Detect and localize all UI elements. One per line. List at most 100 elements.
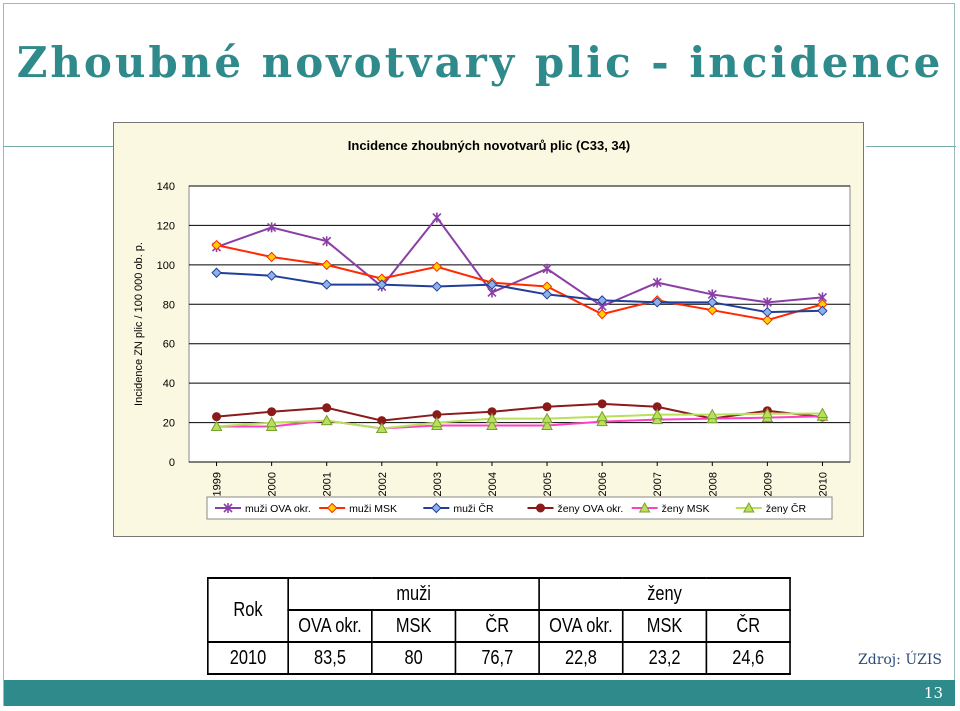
slide-title: Zhoubné novotvary plic - incidence bbox=[16, 38, 944, 87]
plot-area bbox=[188, 185, 851, 463]
y-tick-label: 40 bbox=[163, 378, 175, 390]
y-tick-label: 0 bbox=[169, 457, 175, 469]
data-point bbox=[542, 263, 552, 274]
data-point bbox=[542, 402, 552, 412]
data-point bbox=[706, 408, 719, 420]
source-note: Zdroj: ÚZIS bbox=[858, 652, 942, 668]
legend-marker bbox=[326, 502, 338, 514]
table-subheader: ČR bbox=[705, 609, 791, 643]
data-point bbox=[432, 212, 442, 223]
table-subheader: ČR bbox=[454, 609, 540, 643]
data-point bbox=[541, 289, 553, 300]
data-point bbox=[376, 279, 387, 290]
x-tick-label: 2002 bbox=[377, 472, 389, 496]
data-point bbox=[375, 422, 388, 433]
x-tick-label: 2007 bbox=[652, 472, 664, 496]
data-point bbox=[761, 407, 774, 419]
table-subheader: MSK bbox=[621, 609, 708, 643]
legend-entry: muži OVA okr. bbox=[245, 503, 311, 515]
table-header-muzi: muži bbox=[287, 577, 540, 611]
x-tick-label: 2010 bbox=[817, 472, 829, 496]
data-point bbox=[322, 236, 332, 247]
data-point bbox=[817, 305, 828, 316]
legend-marker bbox=[742, 501, 755, 513]
x-tick-label: 2005 bbox=[542, 472, 554, 496]
data-point bbox=[596, 295, 608, 306]
x-tick-label: 1999 bbox=[212, 472, 224, 496]
x-tick-label: 2000 bbox=[267, 472, 279, 496]
legend-entry: ženy ČR bbox=[766, 502, 807, 515]
series-line bbox=[216, 215, 823, 308]
page-number: 13 bbox=[923, 684, 943, 702]
data-point bbox=[267, 222, 277, 233]
legend-entry: ženy MSK bbox=[662, 503, 710, 515]
data-point bbox=[321, 279, 332, 290]
data-point bbox=[541, 419, 553, 431]
table-subheader: MSK bbox=[371, 609, 457, 643]
data-point bbox=[652, 297, 663, 308]
y-tick-label: 120 bbox=[157, 220, 175, 232]
data-point bbox=[652, 277, 662, 288]
legend-marker bbox=[431, 502, 442, 514]
data-point bbox=[265, 416, 278, 428]
y-tick-label: 140 bbox=[157, 181, 175, 193]
line-chart: Incidence zhoubných novotvarů plic (C33,… bbox=[133, 138, 851, 520]
y-axis-label: Incidence ZN plic / 100 000 ob. p. bbox=[133, 242, 145, 406]
data-point bbox=[266, 270, 277, 281]
data-point bbox=[762, 306, 773, 318]
table-cell-year: 2010 bbox=[207, 641, 289, 675]
series-line bbox=[216, 244, 823, 322]
legend-marker bbox=[536, 503, 545, 513]
data-point bbox=[210, 420, 223, 432]
data-point bbox=[211, 239, 222, 251]
legend-entry: muži ČR bbox=[453, 502, 494, 515]
x-tick-label: 2001 bbox=[322, 472, 334, 496]
data-point bbox=[322, 403, 332, 413]
legend-marker bbox=[638, 501, 651, 513]
x-tick-label: 2009 bbox=[762, 472, 774, 496]
data-point bbox=[431, 416, 443, 428]
table-subheader: OVA okr. bbox=[287, 609, 373, 643]
table-cell: 83,5 bbox=[287, 641, 373, 675]
data-point bbox=[431, 261, 443, 273]
data-point bbox=[212, 412, 222, 422]
legend-entry: ženy OVA okr. bbox=[558, 503, 624, 515]
data-point bbox=[211, 267, 222, 278]
data-point bbox=[267, 407, 277, 417]
table-header-rok: Rok bbox=[207, 577, 289, 643]
x-tick-label: 2006 bbox=[597, 472, 609, 496]
data-point bbox=[486, 419, 498, 431]
data-point bbox=[541, 412, 553, 424]
data-point bbox=[816, 407, 829, 419]
y-tick-label: 60 bbox=[163, 339, 175, 351]
table-row: 2010 83,5 80 76,7 22,8 23,2 24,6 bbox=[207, 641, 791, 675]
table-cell: 22,8 bbox=[538, 641, 624, 675]
x-tick-label: 2003 bbox=[432, 472, 444, 496]
y-tick-label: 80 bbox=[163, 299, 175, 311]
data-point bbox=[596, 410, 608, 422]
data-point bbox=[266, 251, 277, 263]
title-divider-left bbox=[3, 146, 113, 147]
data-point bbox=[486, 279, 498, 290]
table-header-zeny: ženy bbox=[538, 577, 791, 611]
table-subheader: OVA okr. bbox=[538, 609, 624, 643]
data-point bbox=[321, 259, 332, 271]
x-tick-label: 2004 bbox=[487, 472, 499, 496]
legend-entry: muži MSK bbox=[349, 503, 397, 515]
legend-marker bbox=[223, 503, 233, 513]
data-point bbox=[762, 297, 772, 308]
data-point bbox=[431, 281, 443, 292]
data-point bbox=[707, 304, 718, 316]
data-point bbox=[762, 314, 773, 326]
table-cell: 76,7 bbox=[454, 641, 540, 675]
data-point bbox=[596, 308, 608, 320]
data-point bbox=[486, 412, 498, 424]
data-point bbox=[707, 297, 718, 308]
y-tick-label: 20 bbox=[163, 418, 175, 430]
title-divider-right bbox=[866, 146, 956, 147]
data-point bbox=[597, 399, 607, 409]
series-line bbox=[216, 402, 823, 422]
chart-title: Incidence zhoubných novotvarů plic (C33,… bbox=[348, 138, 630, 153]
series-line bbox=[216, 271, 823, 314]
table-cell: 24,6 bbox=[705, 641, 791, 675]
